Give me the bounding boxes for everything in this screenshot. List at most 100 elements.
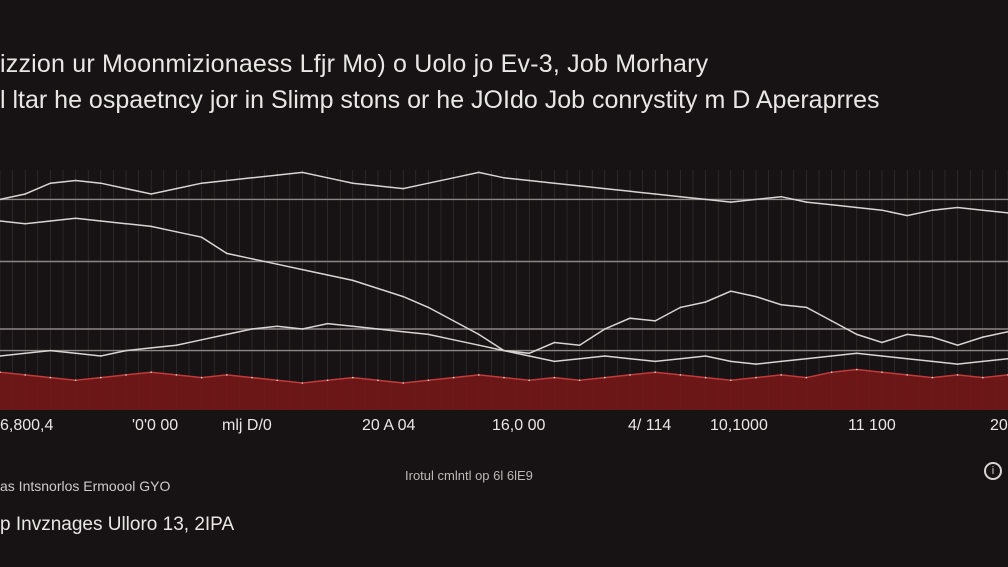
data-point — [150, 193, 152, 195]
data-point — [704, 355, 707, 357]
chart-title: izzion ur Moonmizionaess Lfjr Mo) o Uolo… — [0, 50, 709, 78]
data-point — [956, 363, 959, 365]
data-point — [654, 193, 656, 195]
data-point — [578, 344, 581, 346]
data-point — [780, 374, 782, 376]
data-point — [226, 179, 228, 182]
chart-plot: 6,800,4 '0'0 00 mlj D/0 20 A 04 16,0 00 4/ 11… — [0, 170, 1008, 434]
data-point — [730, 360, 732, 363]
data-point — [578, 357, 581, 360]
data-point — [326, 274, 329, 276]
data-point — [503, 349, 505, 352]
data-point — [326, 322, 329, 325]
data-point — [906, 357, 908, 360]
data-point — [856, 333, 858, 336]
data-point — [276, 325, 279, 328]
data-point — [830, 320, 833, 322]
data-point — [931, 336, 934, 338]
x-tick-label: 10,1000 — [710, 417, 768, 434]
data-point — [0, 198, 1, 201]
data-point — [982, 360, 984, 363]
data-point — [150, 371, 152, 373]
data-point — [0, 371, 1, 373]
data-point — [830, 371, 833, 373]
data-point — [402, 187, 405, 190]
data-point — [24, 374, 27, 376]
data-point — [830, 355, 833, 357]
data-point — [100, 376, 102, 379]
data-point — [100, 182, 102, 184]
data-point — [175, 344, 178, 346]
x-tick-label: 20 A 04 — [362, 417, 415, 434]
data-point — [805, 357, 808, 360]
data-point — [730, 290, 732, 292]
data-point — [654, 320, 656, 322]
data-point — [276, 174, 279, 176]
data-point — [0, 355, 1, 357]
data-point — [478, 333, 480, 336]
data-point — [528, 179, 530, 182]
data-point — [175, 374, 178, 376]
data-point — [49, 376, 52, 379]
data-point — [604, 328, 606, 330]
data-point — [49, 220, 52, 222]
data-point — [150, 347, 152, 349]
data-point — [982, 209, 984, 211]
data-point — [553, 360, 556, 363]
chart-subtitle: l ltar he ospaetncy jor in Slimp stons o… — [0, 86, 880, 114]
data-point — [478, 374, 480, 376]
data-point — [679, 357, 682, 360]
data-point — [125, 222, 127, 225]
data-point — [528, 379, 530, 382]
x-tick-label: '0'0 00 — [132, 417, 178, 434]
data-point — [326, 379, 329, 382]
data-point — [427, 379, 430, 382]
data-point — [679, 306, 682, 309]
area-layer — [0, 369, 1008, 410]
data-point — [982, 376, 984, 379]
data-point — [704, 301, 707, 303]
data-point — [780, 360, 782, 363]
data-point — [352, 325, 354, 328]
data-point — [251, 177, 253, 179]
data-point — [74, 217, 77, 220]
data-point — [377, 328, 379, 330]
data-point — [578, 185, 581, 187]
data-point — [200, 182, 203, 184]
data-point — [830, 204, 833, 206]
data-point — [780, 303, 782, 306]
grid-layer — [0, 170, 1008, 410]
info-circle-icon[interactable]: i — [984, 462, 1002, 480]
data-point — [402, 295, 405, 298]
data-point — [679, 195, 682, 198]
data-point — [931, 209, 934, 211]
data-point — [377, 185, 379, 187]
data-point — [654, 371, 656, 373]
data-point — [629, 357, 631, 360]
x-axis-ticks: 6,800,4 '0'0 00 mlj D/0 20 A 04 16,0 00 4/ 11… — [0, 417, 1008, 434]
data-point — [629, 374, 631, 376]
data-point — [125, 349, 127, 352]
data-point — [805, 201, 808, 203]
data-point — [856, 368, 858, 371]
data-point — [478, 344, 480, 346]
data-point — [100, 220, 102, 222]
data-point — [452, 177, 455, 179]
data-point — [755, 363, 757, 365]
data-point — [402, 330, 405, 333]
data-point — [553, 182, 556, 184]
data-point — [74, 352, 77, 355]
data-point — [175, 231, 178, 233]
data-point — [251, 258, 253, 260]
data-point — [478, 171, 480, 174]
data-point — [226, 333, 228, 336]
data-point — [755, 198, 757, 201]
data-point — [881, 355, 883, 357]
data-point — [326, 177, 329, 179]
data-point — [881, 341, 883, 344]
data-point — [805, 306, 808, 309]
data-point — [125, 374, 127, 376]
data-point — [150, 225, 152, 228]
data-point — [226, 374, 228, 376]
data-point — [780, 195, 782, 198]
